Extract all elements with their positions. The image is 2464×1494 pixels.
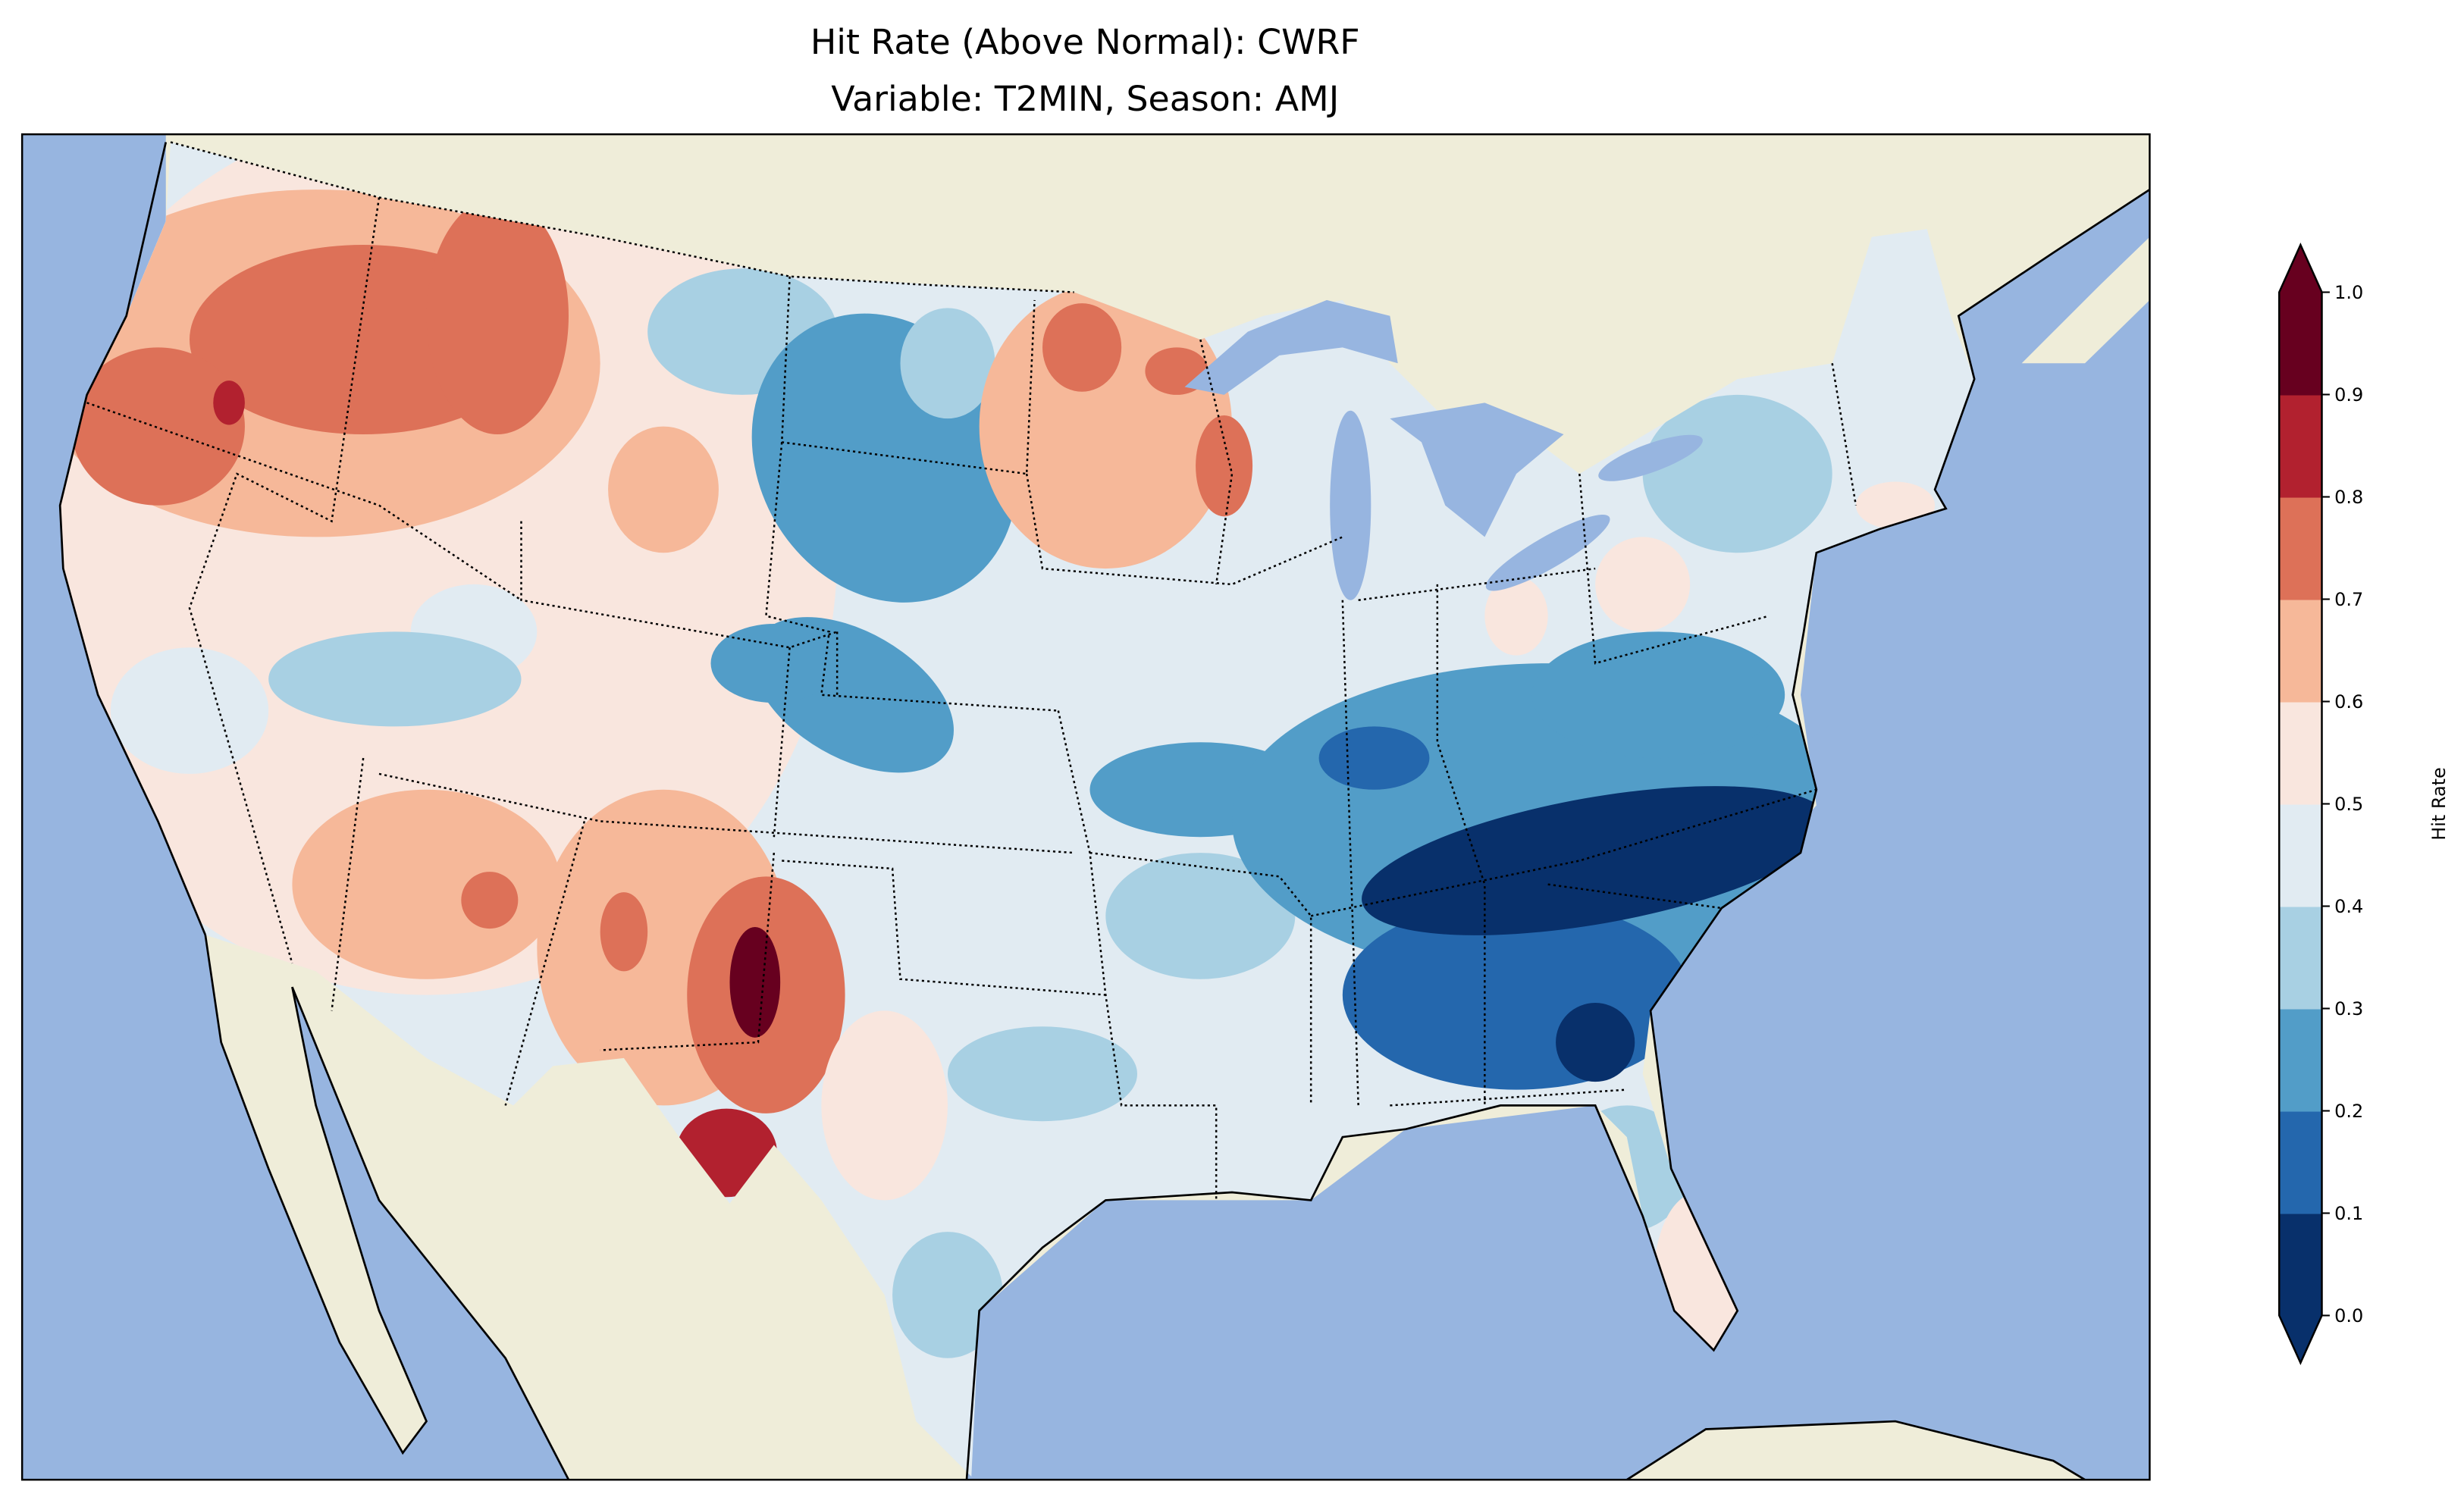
colorbar-segment <box>2279 599 2322 703</box>
colorbar-label: Hit Rate <box>2428 767 2450 841</box>
land-nova-scotia <box>2021 236 2150 364</box>
colorbar-extend-min <box>2279 1315 2322 1363</box>
lake-huron <box>1390 402 1564 537</box>
colorbar-tick-label: 0.3 <box>2334 998 2363 1019</box>
map-border <box>20 133 2151 1481</box>
colorbar: 0.0 0.1 0.2 0.3 0.4 0.5 0.6 0.7 0.8 0.9 1.0 <box>2278 242 2363 1366</box>
map-frame <box>22 134 2150 1480</box>
colorbar-segment <box>2279 1213 2322 1317</box>
colorbar-tick-label: 0.4 <box>2334 896 2363 917</box>
colorbar-segment <box>2279 1110 2322 1214</box>
colorbar-segment <box>2279 496 2322 600</box>
colorbar-tick-label: 0.9 <box>2334 384 2363 406</box>
colorbar-segment <box>2279 906 2322 1010</box>
lake-michigan <box>1330 410 1372 600</box>
state-borders <box>86 141 1857 1201</box>
colorbar-tick-label: 0.7 <box>2334 589 2363 610</box>
colorbar-tick-label: 1.0 <box>2334 282 2363 303</box>
colorbar-tick-label: 0.5 <box>2334 794 2363 815</box>
title-line-2: Variable: T2MIN, Season: AMJ <box>831 78 1339 119</box>
colorbar-tick-label: 0.2 <box>2334 1101 2363 1122</box>
great-lakes <box>1184 299 1703 600</box>
colorbar-tick-label: 0.8 <box>2334 487 2363 508</box>
colorbar-tick-label: 0.1 <box>2334 1203 2363 1224</box>
lake-superior <box>1184 299 1398 395</box>
colorbar-segment <box>2279 394 2322 498</box>
colorbar-segment <box>2279 292 2322 396</box>
colorbar-tick-label: 0.0 <box>2334 1305 2363 1326</box>
colorbar-segment <box>2279 1008 2322 1112</box>
land-cuba <box>1626 1421 2085 1480</box>
colorbar-segment <box>2279 701 2322 805</box>
colorbar-segment <box>2279 803 2322 907</box>
lake-erie <box>1485 515 1610 591</box>
colorbar-tick-label: 0.6 <box>2334 691 2363 713</box>
lake-ontario <box>1598 434 1703 481</box>
coastlines <box>58 142 2150 1480</box>
title-line-1: Hit Rate (Above Normal): CWRF <box>810 21 1360 62</box>
colorbar-extend-max <box>2279 245 2322 293</box>
